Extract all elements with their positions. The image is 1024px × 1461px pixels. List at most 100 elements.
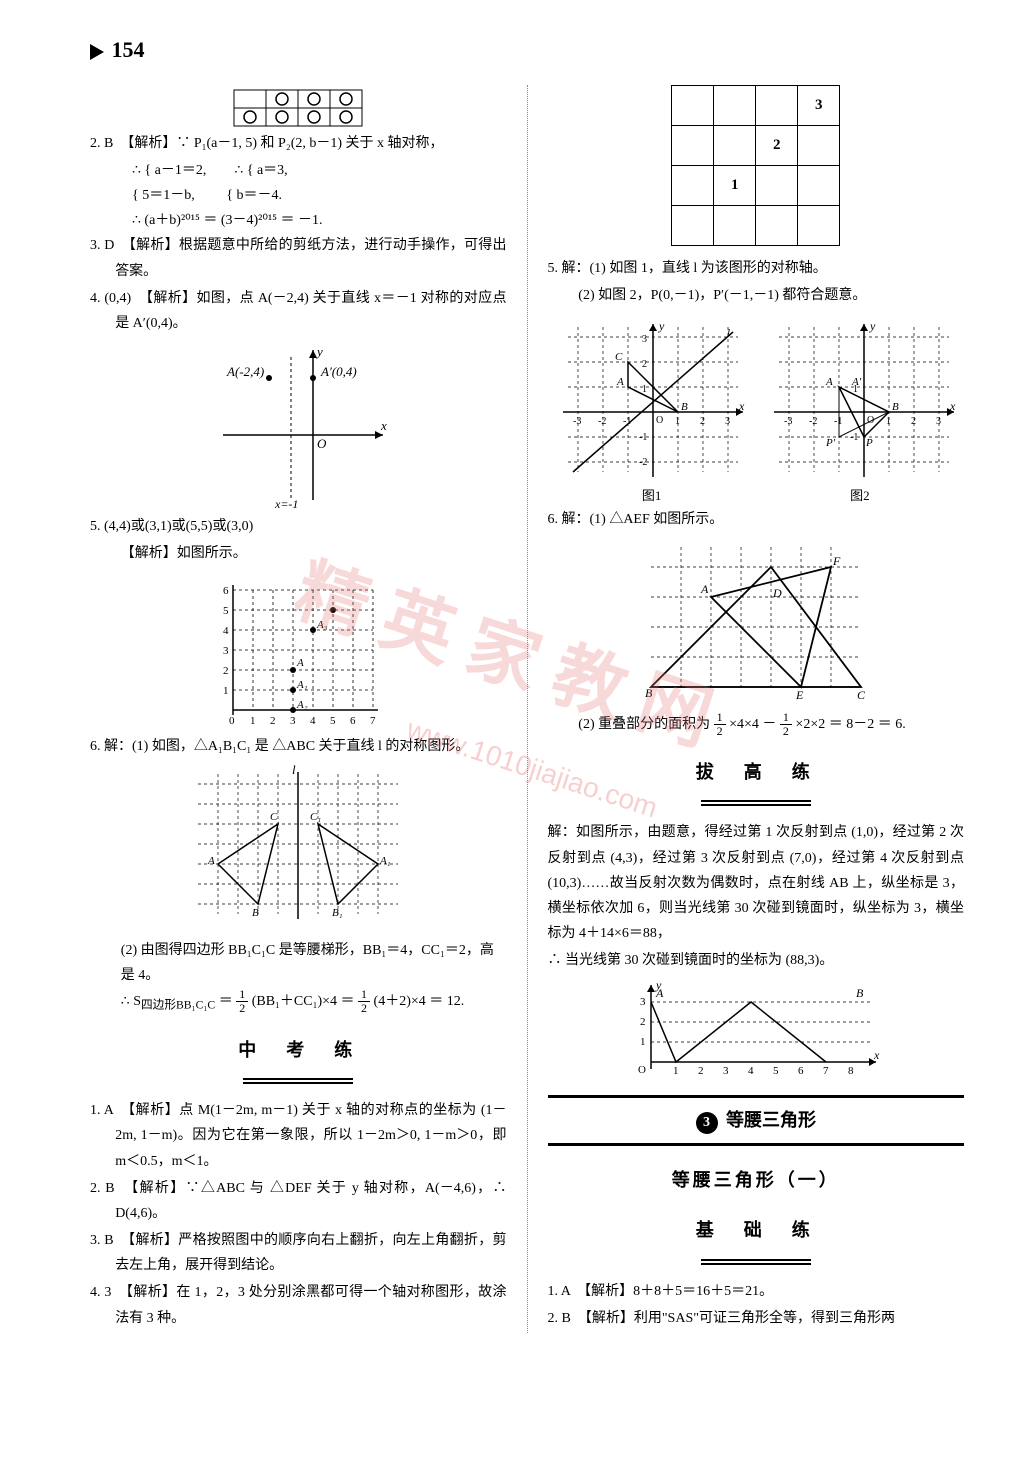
page-number: 154 [112,37,145,62]
svg-text:-1: -1 [850,432,858,443]
svg-text:8: 8 [848,1065,854,1077]
exam-q3: 3. B 【解析】严格按照图中的顺序向右上翻折，向左上角翻折，剪去左上角，展开得… [90,1228,507,1278]
svg-text:1: 1 [640,1036,646,1048]
svg-text:1: 1 [250,715,256,727]
q6-part2b: ∴ S四边形BB₁C₁C ＝ 12 (BB₁＋CC₁)×4 ＝ 12 (4＋2)… [90,988,507,1016]
svg-text:A₁: A₁ [296,679,308,691]
svg-text:2: 2 [640,1016,646,1028]
svg-text:O: O [317,436,327,451]
arrow-right-icon [90,44,104,60]
svg-text:6: 6 [350,715,356,727]
svg-text:5: 5 [330,715,336,727]
fig2-caption: 图2 [850,484,870,507]
advanced-practice-title: 拔 高 练 [548,756,965,788]
grid-cell [672,205,714,245]
q6-figure: l ABC A₁B₁C₁ [188,764,408,934]
svg-text:A₃: A₃ [316,619,328,631]
svg-text:3: 3 [640,996,646,1008]
grid-cell [714,85,756,125]
exam-q4: 4. 3 【解析】在 1，2，3 处分别涂黑都可得一个轴对称图形，故涂法有 3 … [90,1280,507,1330]
grid-cell [714,205,756,245]
basic-q2: 2. B 【解析】利用"SAS"可证三角形全等，得到三角形两 [548,1306,965,1331]
svg-text:6: 6 [223,585,229,597]
figure-1: O -3-2-1123 321-1-2 ABCl xy [553,312,748,482]
q5-figure: 01234567 123456 AA₃A₁A₂ [213,570,383,730]
svg-text:2: 2 [223,665,229,677]
circles-grid-figure [233,89,363,127]
svg-text:C₁: C₁ [310,811,321,823]
left-column: 2. B 【解析】∵ P₁(a－1, 5) 和 P₂(2, b－1) 关于 x … [90,85,527,1333]
svg-text:3: 3 [290,715,296,727]
svg-text:4: 4 [223,625,229,637]
topic-header: 3 等腰三角形 [548,1095,965,1145]
q6-part2a: (2) 由图得四边形 BB₁C₁C 是等腰梯形，BB₁＝4，CC₁＝2，高是 4… [90,938,507,988]
svg-text:1: 1 [675,416,680,427]
svg-text:B₁: B₁ [332,907,343,919]
r-q5-l1: 5. 解：(1) 如图 1，直线 l 为该图形的对称轴。 [548,256,965,281]
basic-practice-title: 基 础 练 [548,1214,965,1246]
svg-text:x: x [380,418,387,433]
grid-cell [798,205,840,245]
svg-text:2: 2 [698,1065,704,1077]
q6-head: 6. 解：(1) 如图，△A₁B₁C₁ 是 △ABC 关于直线 l 的对称图形。 [90,734,507,759]
svg-text:P: P [865,437,873,449]
svg-text:A: A [616,376,624,388]
exam-practice-title: 中 考 练 [90,1034,507,1066]
svg-text:y: y [658,319,665,333]
grid-cell [672,85,714,125]
exam-q1: 1. A 【解析】点 M(1－2m, m－1) 关于 x 轴的对称点的坐标为 (… [90,1098,507,1174]
svg-text:2: 2 [700,416,705,427]
r-q6-l2: (2) 重叠部分的面积为 12 ×4×4 － 12 ×2×2 ＝ 8－2 ＝ 6… [548,711,965,738]
svg-text:C: C [857,688,866,702]
svg-text:A₂: A₂ [296,699,308,711]
page-header: 154 [0,0,1024,85]
fig1-caption: 图1 [642,484,662,507]
svg-text:O: O [867,415,874,426]
r-q6-l1: 6. 解：(1) △AEF 如图所示。 [548,507,965,532]
grid-cell: 3 [798,85,840,125]
svg-text:y: y [655,978,662,992]
svg-text:P′: P′ [825,437,836,449]
q2-line1: 2. B 【解析】∵ P₁(a－1, 5) 和 P₂(2, b－1) 关于 x … [90,131,507,156]
grid-cell [798,125,840,165]
q2-eq1: ∴ { a－1＝2, ∴ { a＝3, [90,158,507,183]
figure-2: O -3-2-1123 1-1 AA′BPP′ xy [764,312,959,482]
svg-text:3: 3 [642,334,647,345]
svg-text:-2: -2 [598,416,606,427]
svg-text:O: O [638,1064,646,1076]
svg-text:2: 2 [642,359,647,370]
svg-text:1: 1 [673,1065,679,1077]
svg-text:A: A [296,657,304,669]
svg-text:3: 3 [725,416,730,427]
svg-text:A′(0,4): A′(0,4) [320,364,357,379]
svg-text:O: O [656,415,663,426]
grid-cell [756,165,798,205]
exam-q2: 2. B 【解析】∵△ABC 与 △DEF 关于 y 轴对称，A(－4,6)，∴… [90,1176,507,1226]
svg-text:C: C [615,351,623,363]
q2-eq3: ∴ (a＋b)²⁰¹⁵ ＝ (3－4)²⁰¹⁵ ＝ －1. [90,208,507,233]
svg-text:2: 2 [270,715,276,727]
svg-text:-1: -1 [834,416,842,427]
subtopic-title: 等腰三角形（一） [548,1164,965,1196]
svg-text:5: 5 [223,605,229,617]
topic-number-icon: 3 [696,1112,718,1134]
svg-text:1: 1 [642,384,647,395]
svg-text:l: l [292,764,296,777]
svg-text:x: x [949,399,956,413]
q5-sub: 【解析】如图所示。 [90,541,507,566]
svg-text:4: 4 [748,1065,754,1077]
svg-text:1: 1 [223,685,229,697]
q4-figure: A(-2,4) A′(0,4) y x O x=-1 [203,340,393,510]
svg-text:B: B [892,401,899,413]
svg-text:E: E [795,688,804,702]
svg-text:F: F [832,554,841,568]
reflection-figure: 321 O12345678 A B x y [626,977,886,1077]
svg-text:3: 3 [223,645,229,657]
numbered-grid-table: 3 2 1 [671,85,840,246]
svg-text:-1: -1 [639,432,647,443]
svg-text:B: B [681,401,688,413]
svg-text:y: y [315,344,323,359]
adv-conclusion: ∴ 当光线第 30 次碰到镜面时的坐标为 (88,3)。 [548,948,965,973]
svg-text:A′: A′ [851,376,862,388]
svg-text:1: 1 [886,416,891,427]
